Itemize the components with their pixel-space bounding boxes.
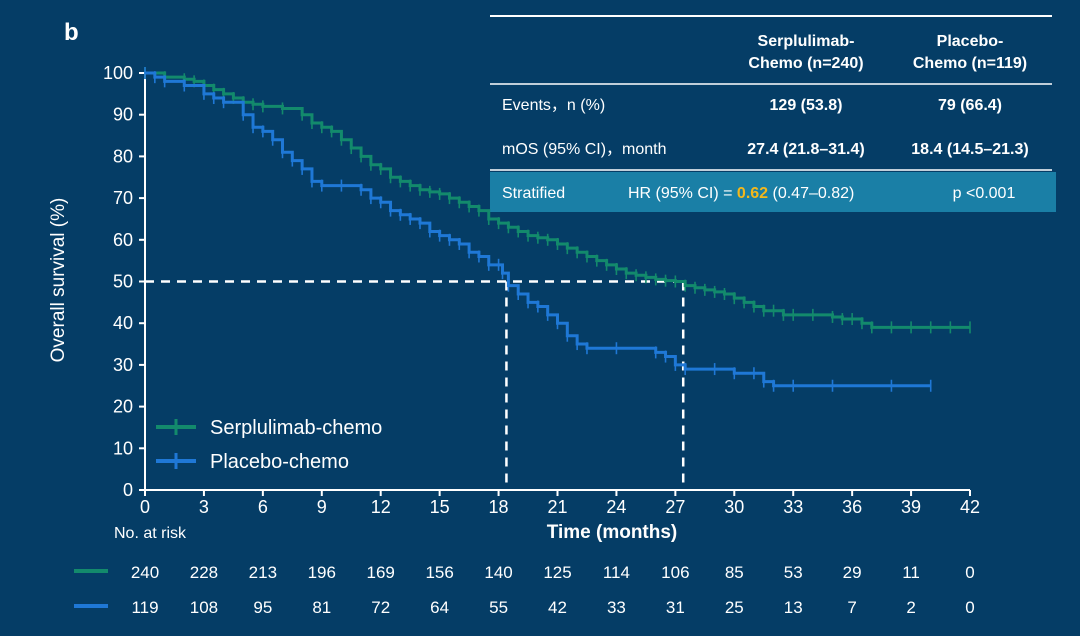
row-mos-plac: 18.4 (14.5–21.3) [911, 141, 1028, 158]
hr-text: HR (95% CI) = 0.62 (0.47–0.82) [628, 185, 854, 202]
at-risk-placebo-value: 81 [312, 598, 331, 617]
at-risk-placebo-value: 108 [190, 598, 218, 617]
x-tick-label: 42 [960, 497, 980, 517]
p-value: p <0.001 [953, 185, 1016, 202]
y-tick-label: 40 [113, 313, 133, 333]
at-risk-serplulimab-value: 29 [843, 563, 862, 582]
censor-marks-placebo [144, 67, 932, 392]
hr-ci: (0.47–0.82) [768, 185, 854, 202]
x-tick-label: 30 [724, 497, 744, 517]
legend: Serplulimab-chemo Placebo-chemo [156, 417, 382, 473]
at-risk-serplulimab-value: 106 [661, 563, 689, 582]
at-risk-serplulimab-value: 11 [902, 563, 920, 582]
at-risk-placebo-value: 33 [607, 598, 626, 617]
y-tick-label: 90 [113, 105, 133, 125]
at-risk-serplulimab-value: 140 [484, 563, 512, 582]
x-tick-label: 0 [140, 497, 150, 517]
stratified-label: Stratified [502, 185, 565, 202]
at-risk-title: No. at risk [114, 525, 187, 542]
y-tick-label: 0 [123, 480, 133, 500]
x-axis-label: Time (months) [547, 522, 678, 543]
at-risk-placebo-value: 119 [131, 598, 158, 617]
row-events-label: Events，n (%) [502, 97, 605, 114]
at-risk-placebo-value: 72 [371, 598, 390, 617]
header-serp-line2: Chemo (n=240) [748, 55, 863, 72]
x-tick-label: 39 [901, 497, 921, 517]
at-risk-placebo-value: 42 [548, 598, 567, 617]
y-tick-label: 70 [113, 188, 133, 208]
x-tick-label: 27 [665, 497, 685, 517]
axes: 0 3 6 9 12 15 18 21 24 27 30 33 36 39 4201020304050607… [103, 63, 980, 517]
at-risk-placebo-value: 64 [430, 598, 449, 617]
legend-serplulimab-label: Serplulimab-chemo [210, 417, 382, 439]
at-risk-serplulimab-value: 156 [425, 563, 453, 582]
series-line-serplulimab [145, 71, 970, 329]
x-tick-label: 33 [783, 497, 803, 517]
x-tick-label: 21 [547, 497, 567, 517]
y-tick-label: 30 [113, 355, 133, 375]
at-risk-placebo-value: 55 [489, 598, 508, 617]
x-tick-label: 9 [317, 497, 327, 517]
panel-label: b [64, 19, 79, 46]
x-tick-label: 12 [371, 497, 391, 517]
y-tick-label: 80 [113, 146, 133, 166]
at-risk-placebo-value: 2 [906, 598, 915, 617]
y-tick-label: 20 [113, 397, 133, 417]
header-plac-line2: Chemo (n=119) [913, 55, 1027, 72]
at-risk-placebo-value: 95 [253, 598, 272, 617]
y-axis-label: Overall survival (%) [48, 198, 69, 363]
y-tick-label: 60 [113, 230, 133, 250]
at-risk-placebo-value: 31 [666, 598, 685, 617]
at-risk-serplulimab-value: 53 [784, 563, 803, 582]
x-tick-label: 15 [430, 497, 450, 517]
x-tick-label: 3 [199, 497, 209, 517]
legend-placebo-label: Placebo-chemo [210, 451, 349, 473]
x-tick-label: 6 [258, 497, 268, 517]
x-tick-label: 36 [842, 497, 862, 517]
hr-value: 0.62 [737, 185, 768, 202]
row-mos-serp: 27.4 (21.8–31.4) [747, 141, 864, 158]
row-events-plac: 79 (66.4) [938, 97, 1002, 114]
header-serp-line1: Serplulimab- [758, 33, 855, 50]
at-risk-serplulimab-value: 0 [965, 563, 974, 582]
at-risk-placebo-value: 0 [965, 598, 974, 617]
y-tick-label: 100 [103, 63, 133, 83]
header-plac-line1: Placebo- [937, 33, 1004, 50]
stratified-row-bg [490, 172, 1056, 212]
at-risk-serplulimab-value: 114 [603, 563, 630, 582]
at-risk-placebo-value: 25 [725, 598, 744, 617]
at-risk-numbers: 240 228 213 196 169 156 140 125 114 106 85 53 29 11 01… [131, 563, 975, 617]
at-risk-serplulimab-value: 228 [190, 563, 218, 582]
hr-prefix: HR (95% CI) = [628, 185, 737, 202]
at-risk-serplulimab-value: 196 [308, 563, 336, 582]
row-events-serp: 129 (53.8) [770, 97, 843, 114]
at-risk-placebo-value: 7 [847, 598, 856, 617]
row-mos-label: mOS (95% CI)，month [502, 141, 667, 158]
y-tick-label: 50 [113, 272, 133, 292]
at-risk-serplulimab-value: 125 [543, 563, 571, 582]
x-tick-label: 18 [489, 497, 509, 517]
at-risk-serplulimab-value: 213 [249, 563, 277, 582]
at-risk-serplulimab-value: 240 [131, 563, 159, 582]
at-risk-serplulimab-value: 85 [725, 563, 744, 582]
x-tick-label: 24 [606, 497, 626, 517]
at-risk-serplulimab-value: 169 [367, 563, 395, 582]
median-lines [145, 280, 685, 490]
survival-curves [144, 67, 971, 392]
summary-table: Serplulimab- Chemo (n=240) Placebo- Chem… [490, 15, 1056, 212]
y-tick-label: 10 [113, 438, 133, 458]
at-risk-placebo-value: 13 [784, 598, 803, 617]
